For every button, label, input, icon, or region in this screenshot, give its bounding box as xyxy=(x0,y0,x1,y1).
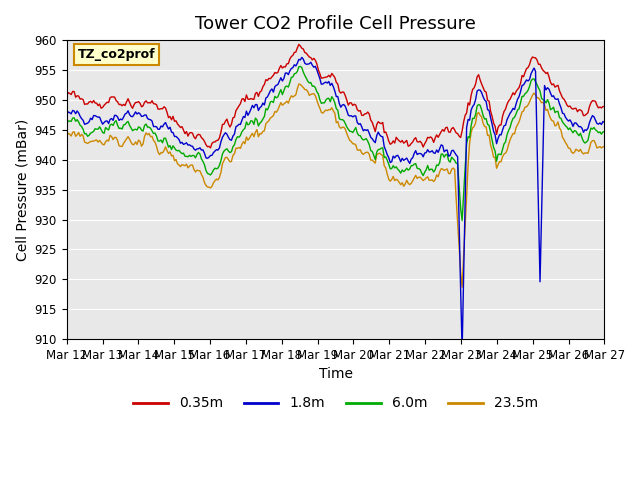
Title: Tower CO2 Profile Cell Pressure: Tower CO2 Profile Cell Pressure xyxy=(195,15,476,33)
Legend: 0.35m, 1.8m, 6.0m, 23.5m: 0.35m, 1.8m, 6.0m, 23.5m xyxy=(127,391,544,416)
Y-axis label: Cell Pressure (mBar): Cell Pressure (mBar) xyxy=(15,119,29,261)
X-axis label: Time: Time xyxy=(319,367,353,382)
Text: TZ_co2prof: TZ_co2prof xyxy=(77,48,155,61)
